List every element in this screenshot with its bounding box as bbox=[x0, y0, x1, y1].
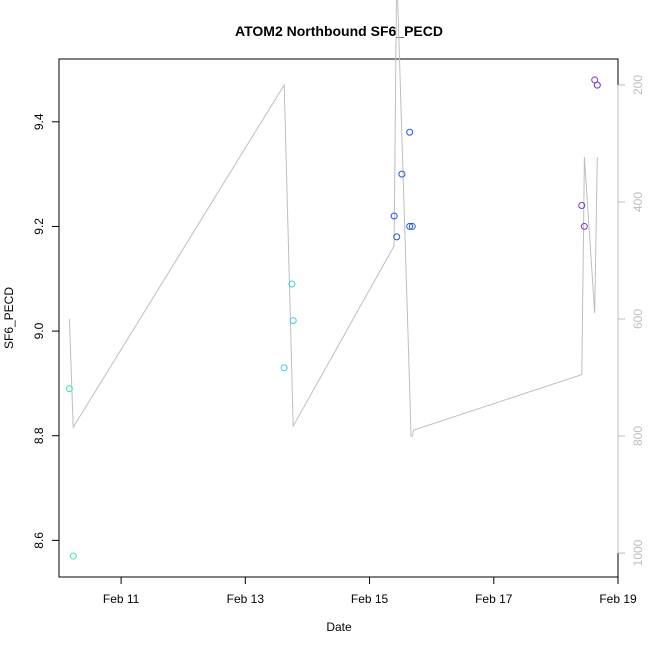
y-tick-label: 8.8 bbox=[32, 427, 46, 444]
x-axis-label: Date bbox=[326, 620, 352, 634]
right-axis-series-line bbox=[69, 0, 597, 436]
data-point bbox=[290, 318, 296, 324]
y-tick-label: 9.0 bbox=[32, 322, 46, 339]
data-point bbox=[281, 365, 287, 371]
y2-axis: 200 400 600 800 1000 bbox=[618, 75, 645, 567]
y2-tick-label: 200 bbox=[631, 75, 645, 95]
data-point bbox=[407, 129, 413, 135]
x-tick-label: Feb 15 bbox=[351, 592, 389, 606]
plot-frame bbox=[59, 59, 618, 577]
y-tick-label: 8.6 bbox=[32, 532, 46, 549]
data-point bbox=[70, 553, 76, 559]
data-points bbox=[66, 77, 600, 559]
x-tick-label: Feb 19 bbox=[599, 592, 637, 606]
x-tick-label: Feb 11 bbox=[103, 592, 140, 606]
data-point bbox=[581, 223, 587, 229]
y-tick-label: 9.4 bbox=[32, 113, 46, 130]
y-tick-label: 9.2 bbox=[32, 218, 46, 235]
x-axis: Feb 11 Feb 13 Feb 15 Feb 17 Feb 19 bbox=[103, 577, 637, 606]
chart-title: ATOM2 Northbound SF6_PECD bbox=[235, 23, 443, 39]
x-tick-label: Feb 17 bbox=[475, 592, 513, 606]
x-tick-label: Feb 13 bbox=[227, 592, 265, 606]
y2-tick-label: 600 bbox=[631, 309, 645, 329]
y2-tick-label: 1000 bbox=[631, 539, 645, 566]
y2-tick-label: 800 bbox=[631, 426, 645, 446]
y-axis-label: SF6_PECD bbox=[2, 287, 16, 349]
y2-tick-label: 400 bbox=[631, 192, 645, 212]
data-point bbox=[399, 171, 405, 177]
data-point bbox=[594, 82, 600, 88]
y-axis: 8.6 8.8 9.0 9.2 9.4 bbox=[32, 113, 59, 549]
